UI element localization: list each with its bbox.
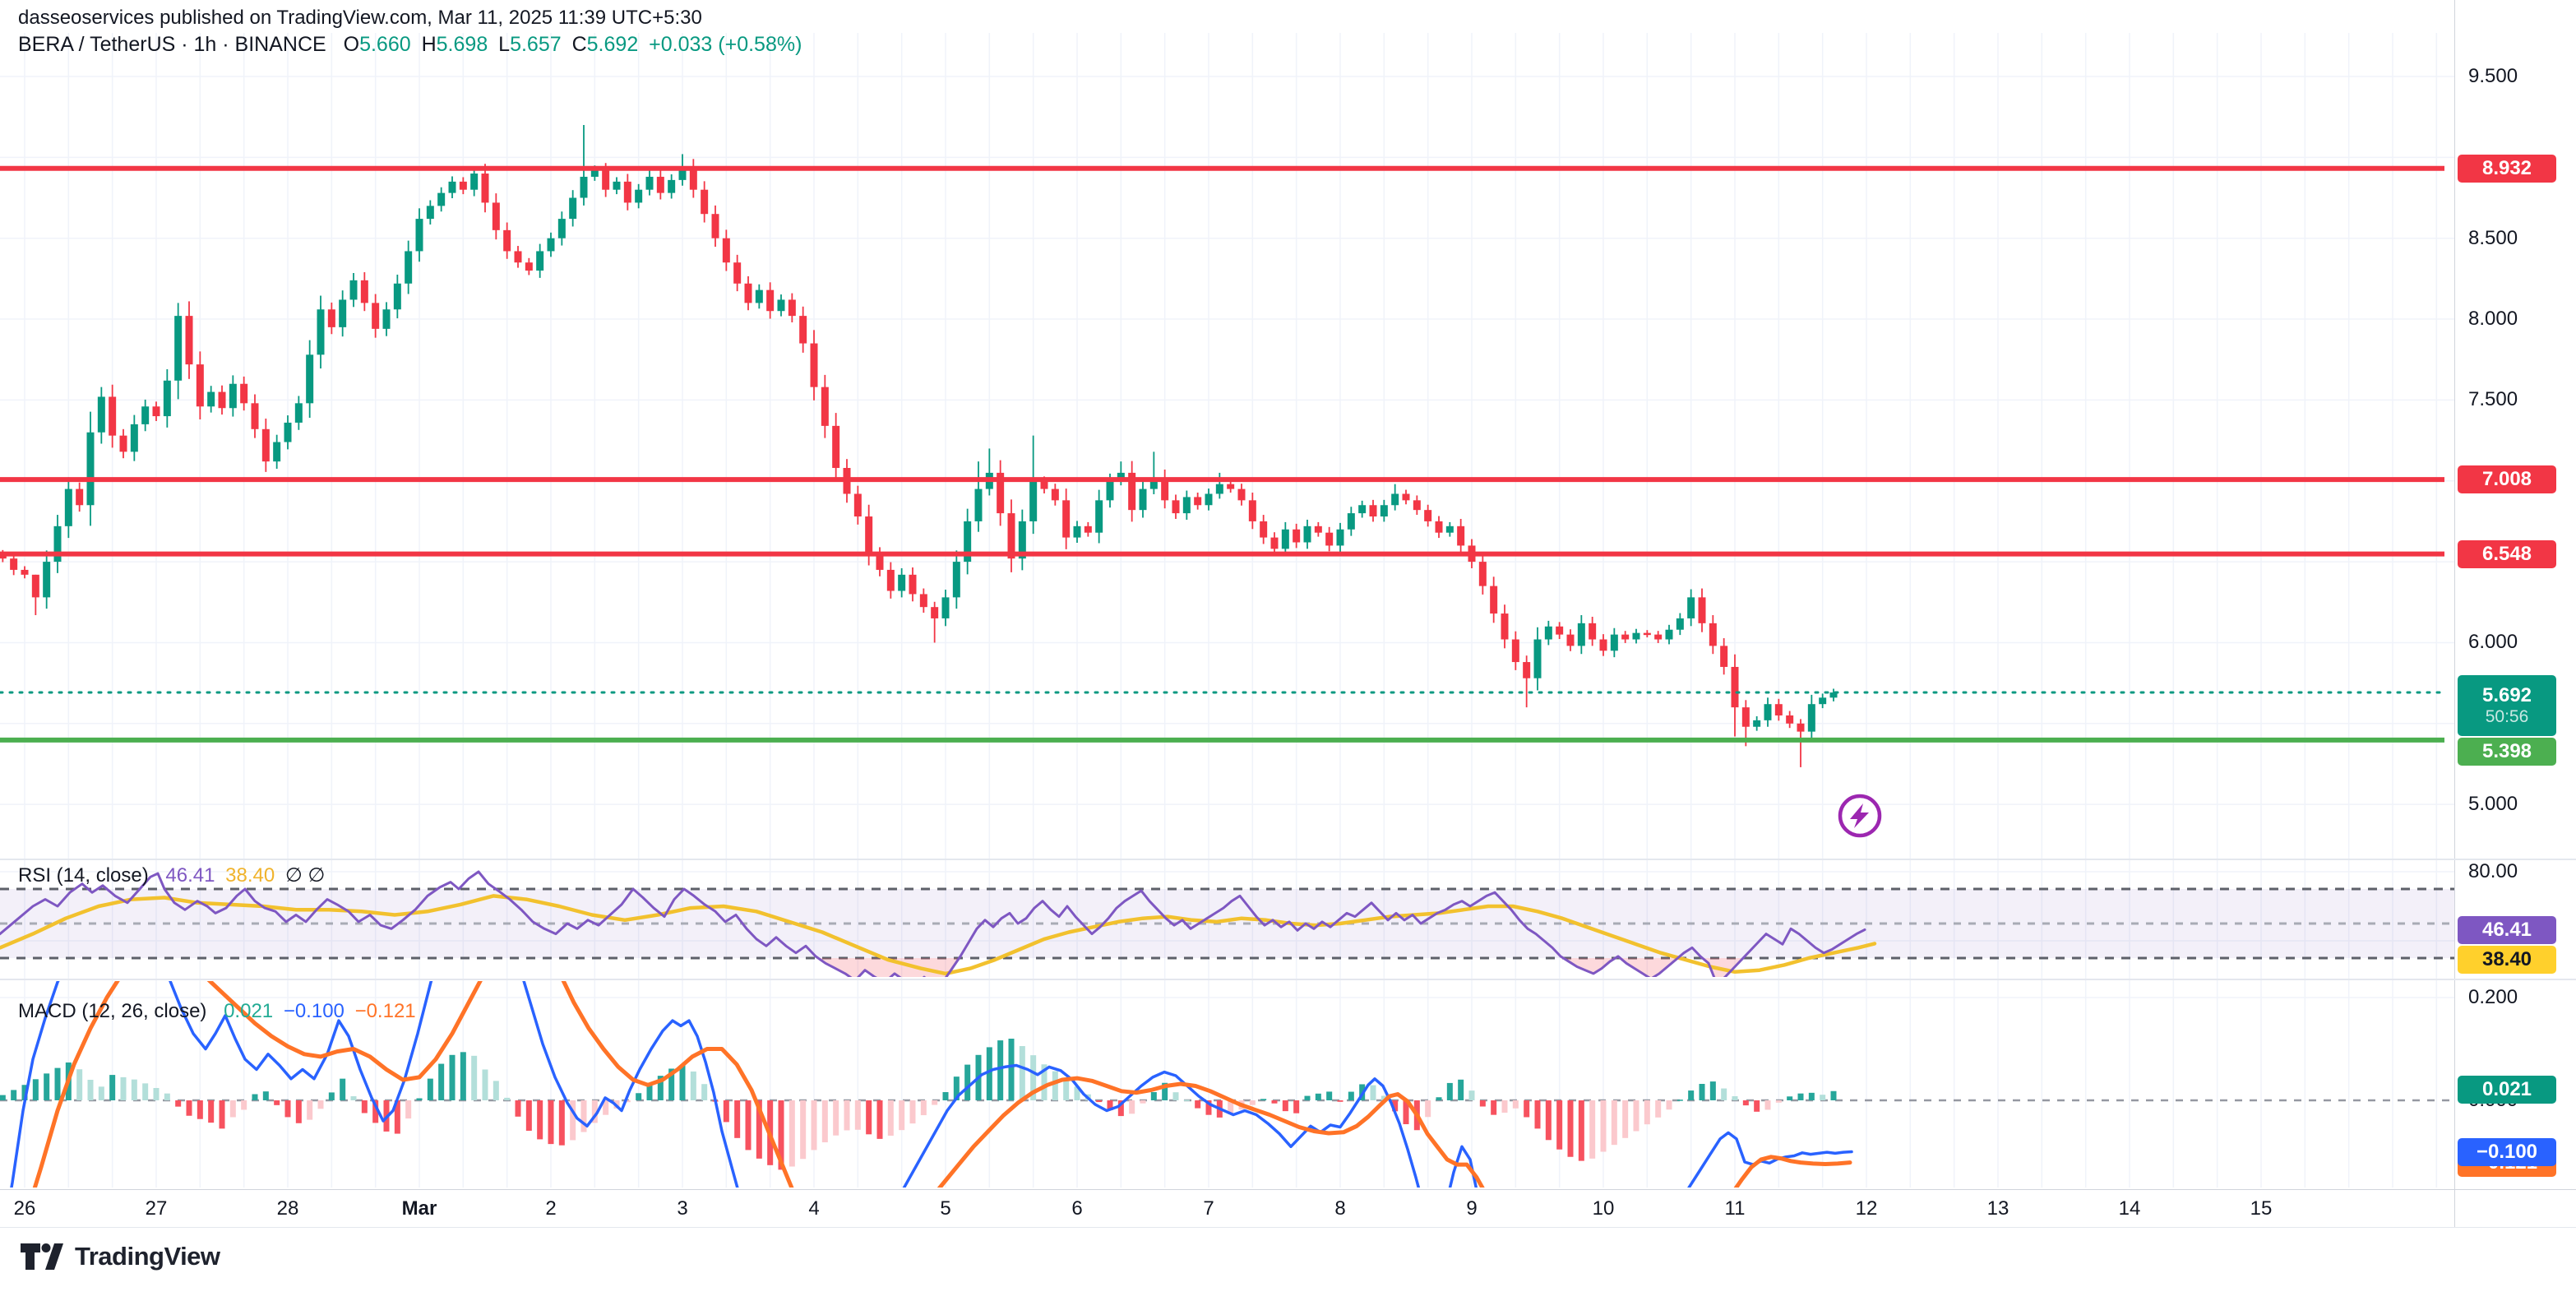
time-label-14: 14 (2118, 1197, 2141, 1220)
low-label: L (498, 33, 511, 56)
open-label: O (343, 33, 360, 56)
price-tick-6.000: 6.000 (2468, 631, 2518, 654)
rsi-ma-value: 38.40 (225, 864, 275, 887)
time-label-26: 26 (13, 1197, 36, 1220)
bottom-frame-line (0, 1227, 2576, 1228)
macd-title: MACD (12, 26, close) (18, 1000, 207, 1022)
change-value: +0.033 (+0.58%) (649, 33, 802, 56)
time-label-12: 12 (1855, 1197, 1878, 1220)
axis-separator (0, 1189, 2576, 1190)
axis-badge-0.021: 0.021 (2458, 1075, 2556, 1104)
time-label-7: 7 (1203, 1197, 1214, 1220)
chart-canvas[interactable]: BERA / TetherUS · 1h · BINANCE O5.660 H5… (0, 0, 2454, 1190)
price-tick-7.500: 7.500 (2468, 388, 2518, 411)
axis-badge-5.692: 5.692 50:56 (2458, 675, 2556, 737)
tradingview-wordmark: TradingView (75, 1242, 220, 1271)
price-tick-9.500: 9.500 (2468, 65, 2518, 87)
axis-badge-0.100: −0.100 (2458, 1137, 2556, 1166)
low-value: 5.657 (510, 33, 562, 56)
axis-badge-8.932: 8.932 (2458, 154, 2556, 183)
price-scale[interactable]: 9.500 8.500 8.000 7.500 6.000 5.000 80.00 0.200… (2454, 0, 2576, 1227)
pane-separator-price-rsi[interactable] (0, 859, 2576, 860)
symbol-title: BERA / TetherUS · 1h · BINANCE (18, 33, 326, 56)
lightning-icon (1850, 803, 1869, 828)
time-label-9: 9 (1466, 1197, 1478, 1220)
footer-branding: TradingView (21, 1242, 220, 1271)
time-scale[interactable]: 26 27 28 Mar 2 3 4 5 6 7 8 9 10 11 12 13 14 15 (0, 1190, 2454, 1227)
macd-line-value: −0.100 (283, 1000, 345, 1022)
time-label-5: 5 (940, 1197, 951, 1220)
rsi-legend: RSI (14, close) 46.41 38.40 ∅ ∅ (18, 863, 325, 887)
time-label-15: 15 (2250, 1197, 2273, 1220)
price-tick-5.000: 5.000 (2468, 793, 2518, 816)
macd-signal-value: −0.121 (354, 1000, 416, 1022)
time-label-2: 2 (545, 1197, 557, 1220)
rsi-tick-80.00: 80.00 (2468, 860, 2518, 882)
price-tick-8.500: 8.500 (2468, 226, 2518, 249)
axis-badge-38.40: 38.40 (2458, 945, 2556, 974)
time-label-6: 6 (1071, 1197, 1083, 1220)
chart-plot[interactable] (0, 0, 2454, 1190)
time-label-8: 8 (1334, 1197, 1346, 1220)
open-value: 5.660 (359, 33, 411, 56)
axis-badge-46.41: 46.41 (2458, 915, 2556, 944)
rsi-value: 46.41 (165, 864, 215, 887)
rsi-title: RSI (14, close) (18, 864, 149, 887)
publish-header: dasseoservices published on TradingView.… (18, 7, 702, 29)
axis-badge-5.398: 5.398 (2458, 738, 2556, 766)
time-label-11: 11 (1724, 1197, 1746, 1220)
symbol-legend: BERA / TetherUS · 1h · BINANCE O5.660 H5… (18, 33, 802, 57)
high-label: H (421, 33, 437, 56)
macd-legend: MACD (12, 26, close) 0.021 −0.100 −0.121 (18, 1000, 416, 1023)
time-label-10: 10 (1592, 1197, 1615, 1220)
time-label-3: 3 (677, 1197, 688, 1220)
axis-badge-7.008: 7.008 (2458, 465, 2556, 494)
macd-tick-0.200: 0.200 (2468, 986, 2518, 1008)
time-label-27: 27 (145, 1197, 168, 1220)
close-value: 5.692 (586, 33, 639, 56)
price-tick-8.000: 8.000 (2468, 308, 2518, 331)
axis-badge-6.548: 6.548 (2458, 539, 2556, 568)
high-value: 5.698 (436, 33, 488, 56)
time-label-13: 13 (1986, 1197, 2009, 1220)
time-label-Mar: Mar (401, 1197, 437, 1220)
close-label: C (571, 33, 587, 56)
pane-separator-rsi-macd[interactable] (0, 979, 2576, 980)
tradingview-logo-icon (21, 1243, 63, 1270)
macd-hist-value: 0.021 (224, 1000, 274, 1022)
flash-boost-button[interactable] (1836, 792, 1884, 840)
rsi-empty-bands: ∅ ∅ (284, 864, 326, 887)
time-label-4: 4 (808, 1197, 820, 1220)
time-label-28: 28 (276, 1197, 299, 1220)
